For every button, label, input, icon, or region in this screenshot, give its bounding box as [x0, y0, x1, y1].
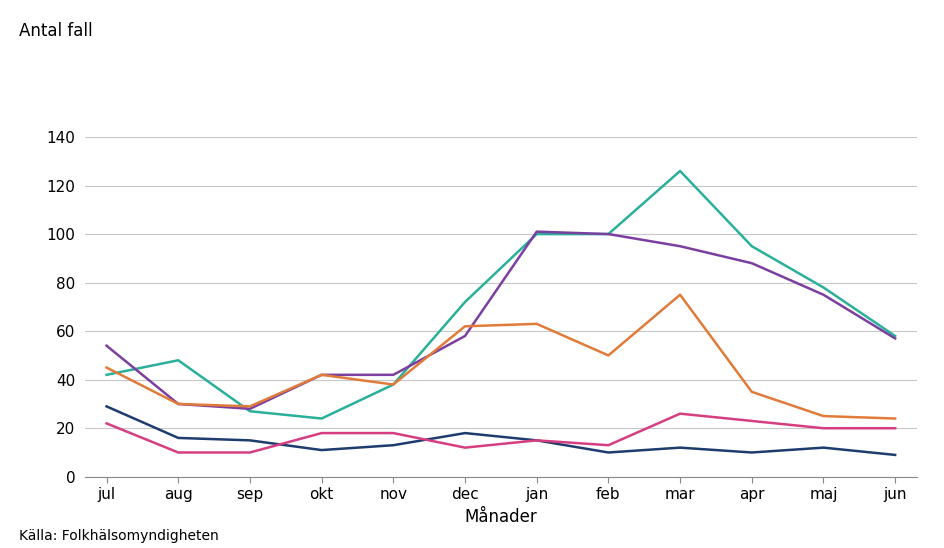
2017–2018: [746, 243, 757, 249]
2020–2021: [315, 447, 327, 453]
2021–2022: [387, 430, 398, 436]
2020–2021: [459, 430, 470, 436]
2020–2021: [602, 449, 614, 456]
2021–2022: [817, 425, 828, 431]
2019–2020: [459, 323, 470, 329]
2021–2022: [746, 418, 757, 424]
2017–2018: [674, 168, 685, 174]
2017–2018: [531, 231, 542, 237]
2021–2022: [531, 437, 542, 444]
2018–2019: [315, 372, 327, 378]
2021–2022: [244, 449, 255, 456]
Line: 2018–2019: 2018–2019: [107, 232, 894, 409]
2020–2021: [244, 437, 255, 444]
2018–2019: [459, 333, 470, 339]
2019–2020: [315, 372, 327, 378]
2017–2018: [173, 357, 184, 363]
2017–2018: [101, 372, 112, 378]
2018–2019: [602, 231, 614, 237]
2019–2020: [173, 401, 184, 407]
2020–2021: [387, 442, 398, 448]
2017–2018: [602, 231, 614, 237]
2020–2021: [531, 437, 542, 444]
2018–2019: [101, 342, 112, 349]
2020–2021: [888, 452, 900, 458]
2019–2020: [387, 381, 398, 388]
2019–2020: [674, 292, 685, 298]
2018–2019: [244, 406, 255, 412]
2020–2021: [101, 403, 112, 410]
2019–2020: [817, 413, 828, 419]
Line: 2021–2022: 2021–2022: [107, 414, 894, 453]
2017–2018: [244, 408, 255, 414]
2020–2021: [746, 449, 757, 456]
2019–2020: [244, 403, 255, 410]
2019–2020: [602, 352, 614, 359]
2021–2022: [888, 425, 900, 431]
2017–2018: [888, 333, 900, 339]
2017–2018: [315, 415, 327, 422]
2017–2018: [817, 284, 828, 291]
Text: Antal fall: Antal fall: [19, 22, 93, 40]
2021–2022: [459, 444, 470, 451]
2018–2019: [173, 401, 184, 407]
2020–2021: [173, 435, 184, 441]
2018–2019: [387, 372, 398, 378]
Line: 2019–2020: 2019–2020: [107, 295, 894, 419]
2017–2018: [459, 299, 470, 305]
2020–2021: [674, 444, 685, 451]
2018–2019: [746, 260, 757, 266]
2021–2022: [101, 420, 112, 427]
2021–2022: [602, 442, 614, 448]
2018–2019: [888, 335, 900, 342]
2021–2022: [674, 410, 685, 417]
Line: 2017–2018: 2017–2018: [107, 171, 894, 419]
2021–2022: [315, 430, 327, 436]
2019–2020: [746, 389, 757, 395]
2019–2020: [101, 364, 112, 371]
2021–2022: [173, 449, 184, 456]
Text: Källa: Folkhälsomyndigheten: Källa: Folkhälsomyndigheten: [19, 528, 218, 543]
2019–2020: [531, 321, 542, 327]
2018–2019: [674, 243, 685, 249]
Line: 2020–2021: 2020–2021: [107, 407, 894, 455]
X-axis label: Månader: Månader: [464, 508, 536, 526]
2019–2020: [888, 415, 900, 422]
2018–2019: [817, 292, 828, 298]
2018–2019: [531, 229, 542, 235]
2020–2021: [817, 444, 828, 451]
2017–2018: [387, 381, 398, 388]
